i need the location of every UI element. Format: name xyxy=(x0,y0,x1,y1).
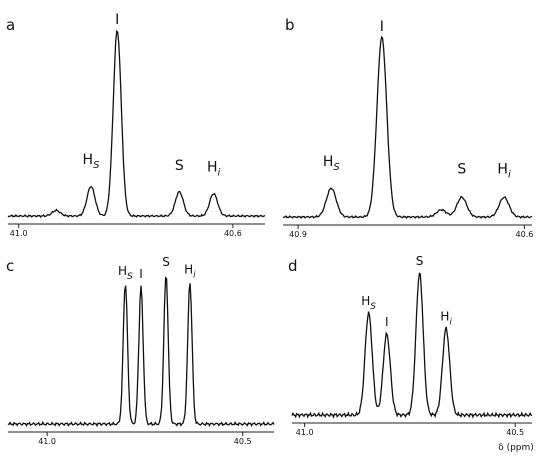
peak-label-main: S xyxy=(416,254,424,268)
peak-label-subscript: i xyxy=(449,317,452,327)
peak-label: S xyxy=(416,254,424,268)
peak-label-subscript: i xyxy=(508,169,511,180)
peak-label: Hi xyxy=(207,160,221,179)
peak-label-main: H xyxy=(323,154,334,170)
peak-label-main: H xyxy=(440,309,449,323)
x-tick-label: 40.6 xyxy=(516,230,534,239)
panel-letter-c: c xyxy=(6,257,14,275)
peak-label-main: H xyxy=(83,152,94,168)
peak-label: S xyxy=(162,255,170,269)
peak-label: S xyxy=(175,158,184,174)
peak-label-main: I xyxy=(380,19,384,35)
x-axis-title: δ (ppm) xyxy=(498,443,534,453)
peak-label: Hi xyxy=(184,263,196,281)
peak-label: I xyxy=(139,267,143,281)
x-tick-label: 41.0 xyxy=(296,428,314,437)
panel-letter-b: b xyxy=(285,16,295,34)
peak-label: Hi xyxy=(440,309,452,327)
peak-label: S xyxy=(457,161,466,177)
peak-label-main: H xyxy=(207,160,218,176)
panel-letter-d: d xyxy=(288,257,298,275)
peak-label-main: I xyxy=(139,267,143,281)
peak-label-subscript: i xyxy=(217,168,220,179)
peak-label-subscript: S xyxy=(127,272,133,282)
x-tick-label: 40.5 xyxy=(234,437,252,446)
peak-label-subscript: S xyxy=(370,302,376,312)
x-tick-label: 40.6 xyxy=(224,229,242,238)
peak-label: HS xyxy=(83,152,101,171)
peak-label-main: S xyxy=(175,158,184,174)
peak-label-main: I xyxy=(115,12,119,28)
peak-label-subscript: i xyxy=(193,271,196,281)
peak-label-main: H xyxy=(497,161,508,177)
panel-letter-a: a xyxy=(6,16,15,34)
spectrum-trace-c xyxy=(7,276,275,428)
peak-label-main: H xyxy=(361,294,370,308)
spectrum-trace-d xyxy=(291,272,533,419)
x-tick-label: 40.9 xyxy=(289,230,307,239)
peak-label: HS xyxy=(118,264,133,282)
x-tick-label: 41.0 xyxy=(10,229,28,238)
spectrum-trace-b xyxy=(282,35,533,220)
peak-label: I xyxy=(380,19,384,35)
peak-label-main: H xyxy=(184,263,193,277)
peak-label: Hi xyxy=(497,161,511,180)
spectrum-trace-a xyxy=(7,29,266,219)
x-tick-label: 40.5 xyxy=(506,428,524,437)
peak-label-subscript: S xyxy=(93,160,100,171)
peak-label-main: S xyxy=(457,161,466,177)
peak-label: I xyxy=(115,12,119,28)
peak-label-main: S xyxy=(162,255,170,269)
peak-label: HS xyxy=(323,154,341,173)
peak-label-main: H xyxy=(118,264,127,278)
peak-label-subscript: S xyxy=(333,162,340,173)
peak-label: I xyxy=(385,315,389,329)
peak-label-main: I xyxy=(385,315,389,329)
peak-label: HS xyxy=(361,294,376,312)
x-tick-label: 41.0 xyxy=(38,437,56,446)
